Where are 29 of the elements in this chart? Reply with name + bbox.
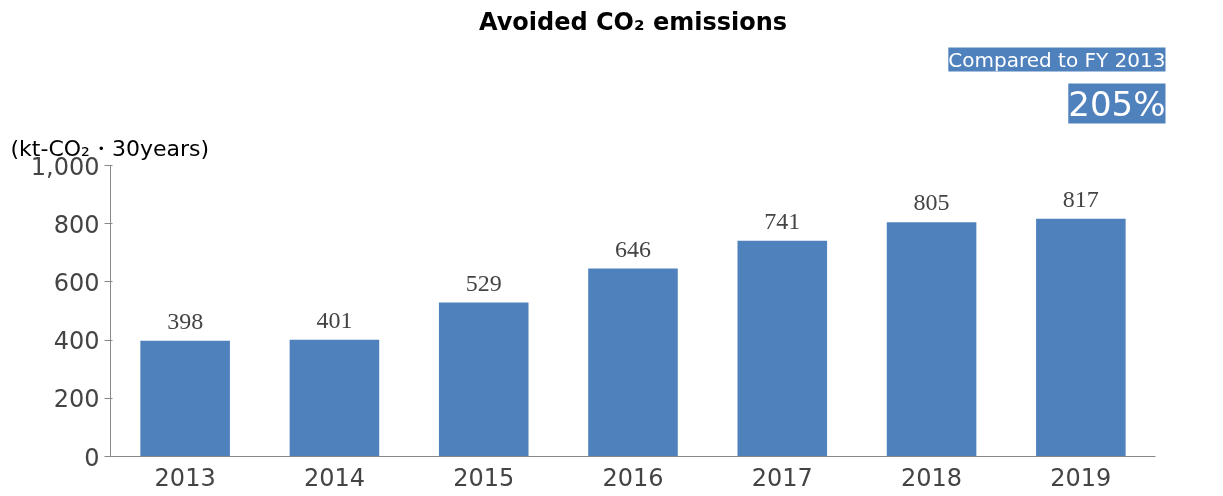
x-tick-label: 2016 <box>602 463 664 492</box>
x-tick-label: 2014 <box>303 463 365 492</box>
data-label: 741 <box>764 207 801 234</box>
y-tick-label: 200 <box>53 385 100 414</box>
data-label: 805 <box>913 189 950 216</box>
x-tick-label: 2018 <box>901 463 963 492</box>
x-tick-label: 2013 <box>154 463 216 492</box>
data-label: 529 <box>465 269 502 296</box>
chart-title: Avoided CO₂ emissions <box>478 7 788 36</box>
text: Compared to FY 2013 <box>948 47 1166 72</box>
bar <box>1036 218 1126 457</box>
data-label: 646 <box>615 235 651 262</box>
data-label: 401 <box>316 306 353 333</box>
text: 205% <box>1068 83 1166 124</box>
y-tick-label: 800 <box>53 210 100 239</box>
y-tick-label: 400 <box>53 327 100 356</box>
y-tick-label: 600 <box>53 268 100 297</box>
y-tick-label: 0 <box>84 443 100 472</box>
data-label: 817 <box>1062 185 1099 212</box>
x-tick-label: 2019 <box>1050 463 1112 492</box>
x-tick-label: 2015 <box>453 463 515 492</box>
bar <box>886 222 977 457</box>
bar <box>289 339 380 457</box>
data-label: 398 <box>167 307 204 334</box>
x-tick-label: 2017 <box>751 463 813 492</box>
bar <box>140 340 230 457</box>
bar <box>588 268 678 457</box>
bar <box>737 240 828 457</box>
bar <box>438 302 529 457</box>
